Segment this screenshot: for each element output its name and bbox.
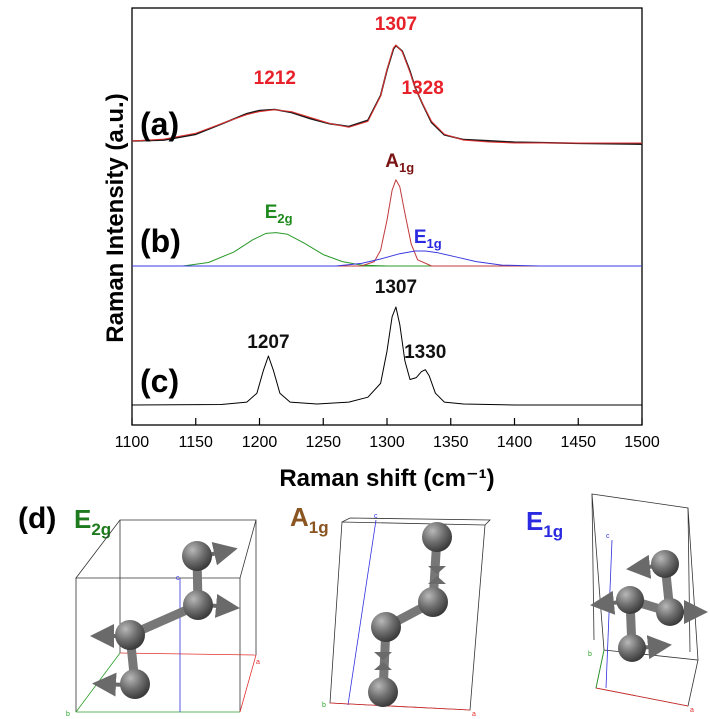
axis-letter-a: a: [256, 659, 260, 666]
peak-label: 1328: [402, 78, 444, 99]
axis-letter-c: c: [606, 533, 610, 540]
series-line-experimental: [131, 44, 643, 145]
peak-label-sub: 2g: [277, 211, 292, 226]
mode-title-a1g: A1g: [290, 502, 329, 537]
structure-e1g: a b c: [588, 493, 708, 714]
x-axis-label: Raman shift (cm⁻¹): [279, 465, 494, 492]
peak-label: 1307: [375, 14, 417, 35]
peak-label: A1g: [385, 151, 414, 175]
axis-letter-c: c: [374, 513, 378, 520]
y-axis-label: Raman Intensity (a.u.): [102, 93, 129, 342]
series-line-e1g: [132, 250, 642, 267]
peak-label: E1g: [414, 227, 442, 251]
axis-letter-a: a: [472, 711, 476, 718]
x-tick-label: 1350: [433, 434, 469, 451]
panel-label: (b): [140, 223, 181, 259]
x-tick-label: 1500: [624, 434, 660, 451]
axis-letter-b: b: [66, 711, 70, 718]
bonds-e2g: [125, 551, 203, 689]
structure-a1g: a b c: [322, 513, 491, 718]
atom: [371, 612, 401, 642]
x-tick-label: 1100: [115, 434, 150, 451]
x-tick-label: 1300: [369, 434, 405, 451]
atom: [656, 598, 684, 626]
peak-label-base: E: [265, 202, 278, 223]
atom: [618, 634, 646, 662]
series-line-fit: [131, 44, 642, 144]
peak-label-sub: 1g: [399, 160, 414, 175]
mode-title-a1g-base: A: [290, 502, 309, 532]
peak-label: 1307: [375, 277, 417, 298]
spectra-panels: (a)121213071328(b)E2gA1gE1g(c)1207130713…: [131, 14, 643, 406]
atom: [183, 590, 213, 620]
mode-title-e2g: E2g: [74, 504, 111, 539]
atom: [182, 541, 212, 571]
x-tick-label: 1150: [179, 434, 214, 451]
x-tick-label: 1250: [305, 434, 341, 451]
atom: [418, 587, 448, 617]
mode-title-e2g-sub: 2g: [91, 520, 111, 539]
peak-label-sub: 1g: [427, 236, 442, 251]
series-line-2: [131, 306, 642, 406]
axis-letter-a: a: [690, 707, 694, 714]
unit-cell-e2g: [75, 519, 257, 713]
axis-letter-c: c: [176, 575, 180, 582]
mode-title-e1g-sub: 1g: [543, 522, 563, 541]
atom: [120, 669, 150, 699]
panel-label: (a): [140, 106, 179, 142]
axis-letter-b: b: [588, 651, 592, 658]
panel-label-d: (d): [18, 502, 56, 535]
arrows-a1g: [374, 566, 446, 670]
peak-label-base: E: [414, 227, 427, 248]
x-tick-label: 1450: [560, 434, 596, 451]
atom: [115, 620, 145, 650]
atom: [651, 550, 679, 578]
peak-label-base: A: [385, 151, 399, 172]
panel-c: (c) 1207 1307 1330: [131, 277, 642, 406]
series-line-e2g: [132, 232, 642, 267]
x-tick-label: 1200: [242, 434, 278, 451]
x-tick-label: 1400: [497, 434, 533, 451]
x-axis-tick-labels: 1100 1150 1200 1250 1300 1350 1400 1450 1500: [115, 434, 660, 451]
panel-label: (c): [140, 363, 179, 399]
x-axis-ticks: [131, 418, 643, 425]
mode-title-e1g: E1g: [526, 506, 563, 541]
structure-e2g: a b c: [66, 519, 260, 718]
mode-title-e1g-base: E: [526, 506, 543, 536]
panel-a: (a) 1212 1307 1328: [131, 14, 643, 145]
peak-label: 1212: [254, 68, 296, 89]
peak-label: E2g: [265, 202, 293, 226]
atom: [368, 677, 398, 707]
axis-letter-b: b: [322, 702, 326, 709]
vibrational-modes-panel: (d) E2g A1g E1g: [18, 493, 708, 718]
peak-label: 1330: [404, 342, 446, 363]
atom: [422, 522, 452, 552]
mode-title-e2g-base: E: [74, 504, 91, 534]
series-line-a1g: [132, 179, 642, 267]
atom: [616, 586, 644, 614]
mode-title-a1g-sub: 1g: [309, 518, 329, 537]
peak-label: 1207: [247, 332, 289, 353]
